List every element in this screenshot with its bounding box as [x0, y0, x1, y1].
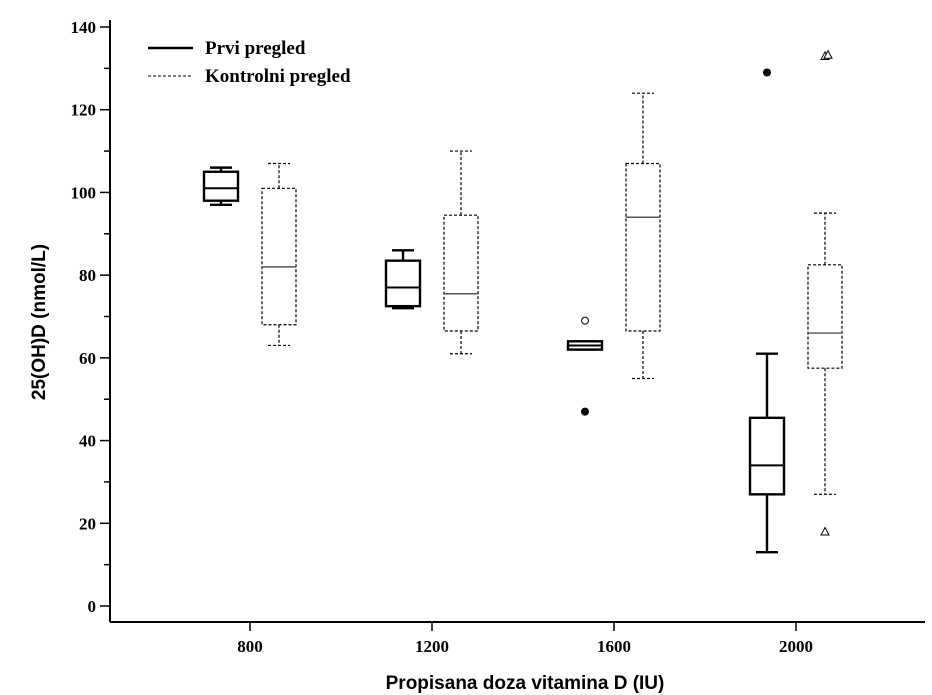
outlier-point: [581, 407, 589, 416]
y-tick-label: 20: [79, 514, 96, 533]
box-800: [261, 162, 297, 347]
series-prvi-pregled: [202, 68, 786, 554]
y-tick-label: 140: [71, 18, 97, 37]
y-tick-label: 100: [71, 183, 97, 202]
box-2000: [807, 49, 843, 536]
legend: Prvi pregled Kontrolni pregled: [148, 38, 351, 87]
box-iqr: [748, 416, 786, 496]
box-iqr: [261, 187, 297, 326]
outlier-point: [823, 49, 833, 59]
box-1200: [443, 150, 479, 355]
x-tick-label: 1600: [597, 637, 631, 656]
y-tick-label: 40: [79, 432, 96, 451]
x-tick-label: 2000: [779, 637, 813, 656]
legend-label: Prvi pregled: [205, 38, 306, 59]
outlier-point: [763, 68, 771, 77]
outlier-point: [820, 526, 830, 536]
x-tick-label: 1200: [415, 637, 449, 656]
box-1600: [566, 316, 604, 416]
series-kontrolni-pregled: [261, 49, 843, 536]
legend-label: Kontrolni pregled: [205, 66, 351, 87]
y-tick-label: 60: [79, 349, 96, 368]
y-axis-title: 25(OH)D (nmol/L): [29, 244, 50, 400]
box-iqr: [807, 264, 843, 369]
box-iqr: [625, 162, 661, 332]
y-tick-label: 80: [79, 266, 96, 285]
box-iqr: [384, 259, 422, 308]
box-2000: [748, 68, 786, 554]
box-iqr: [443, 214, 479, 332]
box-plot-series: [202, 49, 843, 554]
outlier-point: [581, 316, 589, 325]
axes: 0 20 40 60 80 100 120 140 800 1200 1600 2000: [71, 18, 925, 656]
box-1200: [384, 249, 422, 310]
y-tick-label: 120: [71, 101, 97, 120]
y-tick-label: 0: [88, 597, 97, 616]
box-1600: [625, 92, 661, 380]
x-tick-label: 800: [237, 637, 263, 656]
box-800: [202, 166, 240, 207]
box-iqr: [202, 170, 240, 202]
x-axis-title: Propisana doza vitamina D (IU): [386, 673, 665, 694]
